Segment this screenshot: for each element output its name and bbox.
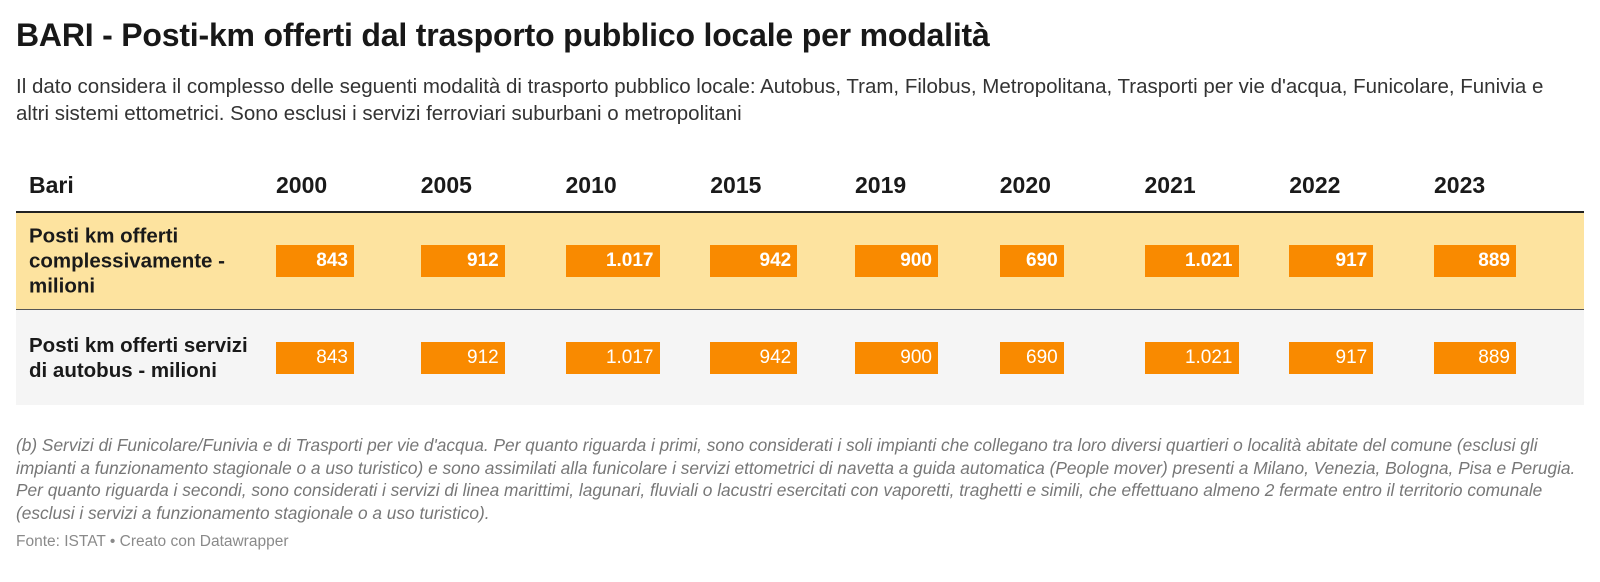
- value-label: 912: [467, 250, 499, 271]
- value-bar: 1.021: [1144, 341, 1239, 374]
- year-header: 2000: [276, 172, 328, 198]
- value-label: 889: [1478, 250, 1510, 271]
- value-bar: 690: [999, 341, 1064, 374]
- value-label: 1.017: [605, 250, 654, 271]
- year-header: 2010: [565, 172, 617, 198]
- value-bar: 917: [1289, 245, 1374, 277]
- year-header: 2021: [1144, 172, 1196, 198]
- value-label: 917: [1335, 346, 1368, 368]
- value-bar: 843: [276, 245, 354, 277]
- value-bar: 1.021: [1144, 245, 1239, 277]
- value-bar: 1.017: [565, 341, 660, 374]
- value-bar: 900: [855, 341, 938, 374]
- table-header-row: Bari 2000 2005 2010 2015 2019 2020 2021 2022 202…: [16, 160, 1584, 213]
- value-bar: 1.017: [565, 245, 660, 277]
- value-bar: 889: [1434, 245, 1516, 277]
- value-bar: 900: [855, 245, 938, 277]
- year-header: 2023: [1434, 172, 1486, 198]
- year-header: 2022: [1289, 172, 1341, 198]
- value-label: 900: [900, 346, 932, 368]
- footnote: (b) Servizi di Funicolare/Funivia e di T…: [16, 435, 1576, 523]
- value-bar: 690: [999, 245, 1064, 277]
- source-credit: Fonte: ISTAT • Creato con Datawrapper: [16, 533, 289, 550]
- value-bar: 889: [1434, 341, 1516, 374]
- value-label: 942: [759, 346, 792, 368]
- data-table: Bari 2000 2005 2010 2015 2019 2020 2021 2022 202…: [16, 160, 1584, 405]
- header-city-label: Bari: [29, 172, 74, 198]
- row-label: Posti km offerti complessivamente - mili…: [29, 224, 225, 298]
- value-label: 1.021: [1184, 250, 1233, 271]
- value-label: 900: [900, 250, 932, 271]
- year-header: 2020: [999, 172, 1051, 198]
- value-label: 917: [1335, 250, 1368, 271]
- value-label: 843: [316, 346, 348, 368]
- year-header: 2019: [855, 172, 907, 198]
- year-header: 2015: [710, 172, 762, 198]
- value-bar: 912: [420, 245, 505, 277]
- value-label: 1.021: [1184, 346, 1233, 368]
- chart-title: BARI - Posti-km offerti dal trasporto pu…: [16, 17, 990, 53]
- value-label: 912: [467, 346, 499, 368]
- value-bar: 912: [420, 341, 505, 374]
- row-label: Posti km offerti servizi di autobus - mi…: [29, 333, 248, 382]
- year-header: 2005: [420, 172, 472, 198]
- value-label: 843: [316, 250, 348, 271]
- value-label: 942: [759, 250, 792, 271]
- table-row: Posti km offerti servizi di autobus - mi…: [16, 310, 1584, 405]
- value-label: 889: [1478, 346, 1510, 368]
- value-bar: 843: [276, 341, 354, 374]
- chart-subtitle: Il dato considera il complesso delle seg…: [16, 75, 1544, 125]
- value-bar: 942: [710, 245, 798, 277]
- value-label: 690: [1026, 250, 1058, 271]
- value-label: 690: [1026, 346, 1058, 368]
- value-label: 1.017: [605, 346, 654, 368]
- value-bar: 917: [1289, 341, 1374, 374]
- table-row: Posti km offerti complessivamente - mili…: [16, 213, 1584, 310]
- value-bar: 942: [710, 341, 798, 374]
